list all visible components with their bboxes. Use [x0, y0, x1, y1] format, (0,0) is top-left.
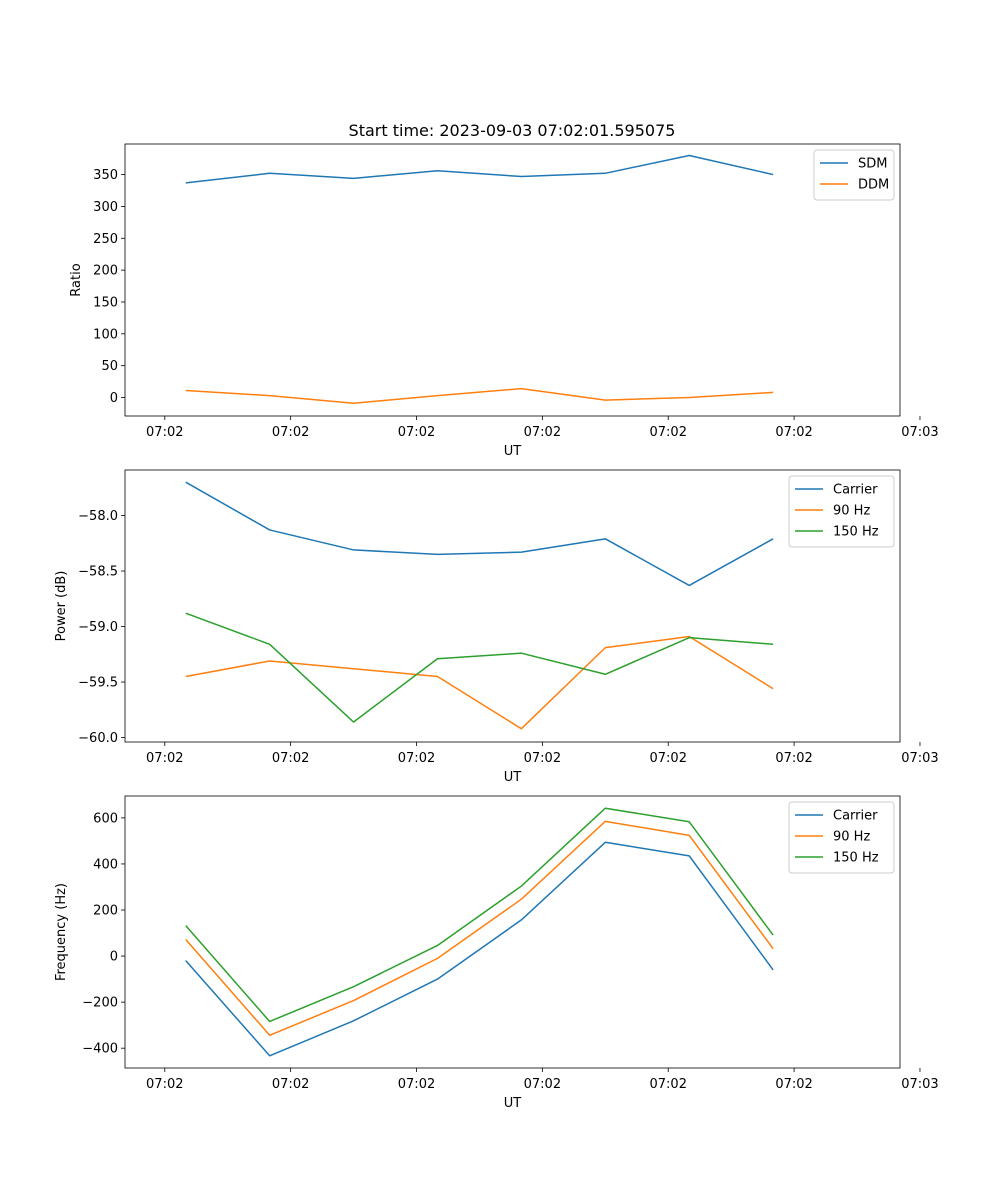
- ratio-y-tick-label: 250: [93, 232, 118, 247]
- frequency-x-tick-label: 07:02: [775, 1077, 812, 1092]
- ratio-x-tick-label: 07:02: [272, 425, 309, 440]
- frequency-legend-label-90-hz: 90 Hz: [833, 830, 870, 845]
- power-series-line-90-hz: [185, 635, 774, 730]
- frequency-x-tick-label: 07:02: [650, 1077, 687, 1092]
- power-x-tick-label: 07:02: [146, 751, 183, 766]
- power-x-tick-label: 07:02: [398, 751, 435, 766]
- power-panel: 07:02 07:02 07:02 07:02 07:02 07:02 07:03 −60.0…: [54, 469, 939, 785]
- power-legend-label-150-hz: 150 Hz: [833, 525, 879, 540]
- power-y-tick-label: −60.0: [78, 731, 118, 746]
- power-legend: Carrier 90 Hz 150 Hz: [788, 475, 895, 548]
- ratio-y-axis-label: Ratio: [69, 263, 84, 296]
- power-legend-label-carrier: Carrier: [833, 483, 878, 498]
- power-x-tick-label: 07:03: [901, 751, 938, 766]
- power-x-axis-label: UT: [504, 770, 522, 785]
- frequency-series-line-90-hz: [185, 820, 774, 1037]
- frequency-x-tick-label: 07:02: [524, 1077, 561, 1092]
- power-legend-box: [788, 475, 895, 548]
- ratio-x-axis-label: UT: [504, 444, 522, 459]
- ratio-x-tick-label: 07:02: [146, 425, 183, 440]
- frequency-x-tick-label: 07:03: [901, 1077, 938, 1092]
- frequency-x-tick-label: 07:02: [272, 1077, 309, 1092]
- frequency-legend: Carrier 90 Hz 150 Hz: [788, 801, 895, 874]
- figure-title: Start time: 2023-09-03 07:02:01.595075: [349, 121, 676, 140]
- power-x-tick-label: 07:02: [272, 751, 309, 766]
- frequency-legend-box: [788, 801, 895, 874]
- frequency-x-axis-label: UT: [504, 1096, 522, 1111]
- frequency-legend-label-carrier: Carrier: [833, 809, 878, 824]
- ratio-y-tick-label: 300: [93, 200, 118, 215]
- ratio-x-tick-label: 07:02: [398, 425, 435, 440]
- power-series-line-carrier: [185, 481, 774, 587]
- power-series-line-150-hz: [185, 612, 774, 723]
- power-x-tick-label: 07:02: [650, 751, 687, 766]
- frequency-y-axis-label: Frequency (Hz): [54, 883, 69, 981]
- frequency-legend-label-150-hz: 150 Hz: [833, 851, 879, 866]
- power-x-tick-label: 07:02: [524, 751, 561, 766]
- ratio-series-line-sdm: [185, 154, 774, 184]
- frequency-y-tick-label: −400: [82, 1042, 118, 1057]
- power-y-axis-label: Power (dB): [54, 571, 69, 642]
- ratio-y-tick-label: 200: [93, 264, 118, 279]
- ratio-legend: SDM DDM: [813, 149, 895, 201]
- power-y-tick-label: −58.5: [78, 565, 118, 580]
- ratio-x-tick-label: 07:02: [524, 425, 561, 440]
- frequency-y-tick-label: 200: [93, 904, 118, 919]
- frequency-y-tick-label: 0: [110, 950, 118, 965]
- frequency-x-tick-label: 07:02: [398, 1077, 435, 1092]
- power-axes-frame: [124, 469, 901, 743]
- power-y-tick-label: −59.0: [78, 620, 118, 635]
- ratio-y-tick-label: 50: [101, 359, 118, 374]
- ratio-panel: 07:02 07:02 07:02 07:02 07:02 07:02 07:03 0 50 10…: [69, 143, 939, 459]
- ratio-y-tick-label: 150: [93, 295, 118, 310]
- power-y-tick-label: −59.5: [78, 676, 118, 691]
- ratio-x-tick-label: 07:02: [650, 425, 687, 440]
- frequency-axes-frame: [124, 795, 901, 1069]
- ratio-x-tick-label: 07:02: [775, 425, 812, 440]
- frequency-series-line-carrier: [185, 841, 774, 1057]
- ratio-x-tick-label: 07:03: [901, 425, 938, 440]
- frequency-series-line-150-hz: [185, 807, 774, 1023]
- frequency-panel: 07:02 07:02 07:02 07:02 07:02 07:02 07:03 −400 −…: [54, 795, 939, 1111]
- power-legend-label-90-hz: 90 Hz: [833, 504, 870, 519]
- ratio-legend-label-ddm: DDM: [858, 178, 889, 193]
- frequency-y-tick-label: 400: [93, 857, 118, 872]
- frequency-x-tick-label: 07:02: [146, 1077, 183, 1092]
- ratio-legend-label-sdm: SDM: [858, 157, 887, 172]
- frequency-y-tick-label: 600: [93, 811, 118, 826]
- frequency-y-tick-label: −200: [82, 996, 118, 1011]
- ratio-y-tick-label: 100: [93, 327, 118, 342]
- ratio-series-line-ddm: [185, 387, 774, 405]
- ratio-y-tick-label: 0: [110, 391, 118, 406]
- power-x-tick-label: 07:02: [775, 751, 812, 766]
- ratio-axes-frame: [124, 143, 901, 417]
- ratio-y-tick-label: 350: [93, 168, 118, 183]
- power-y-tick-label: −58.0: [78, 509, 118, 524]
